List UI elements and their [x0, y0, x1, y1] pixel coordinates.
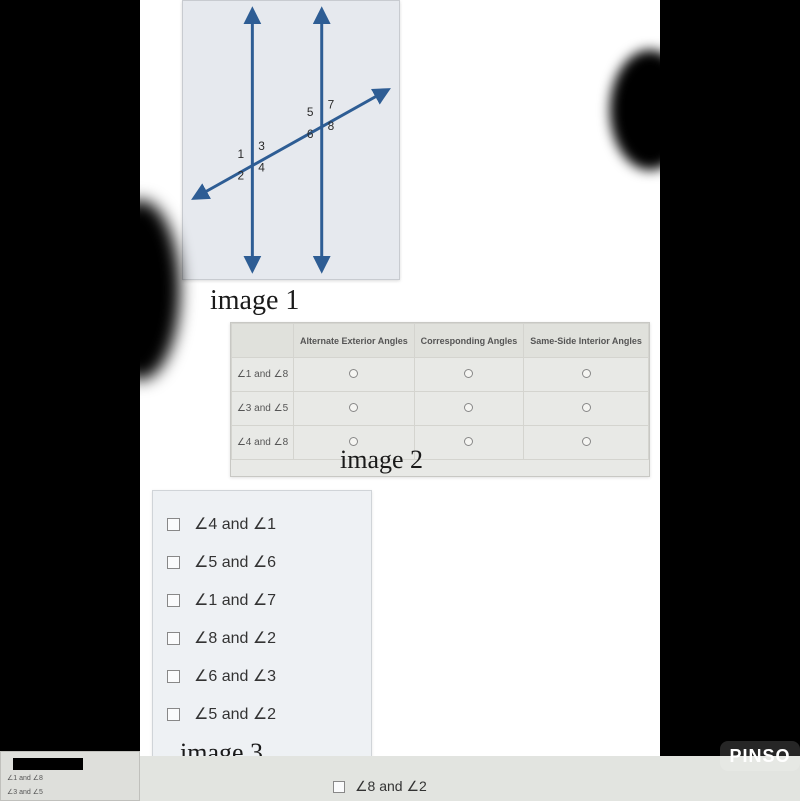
checkbox-icon[interactable] — [167, 556, 180, 569]
table-row: ∠3 and ∠5 — [232, 392, 649, 426]
image-1-caption: image 1 — [210, 285, 299, 317]
angle-2-label: 2 — [237, 169, 244, 183]
row-label: ∠4 and ∠8 — [232, 426, 294, 460]
angle-classification-table: Alternate Exterior Angles Corresponding … — [231, 323, 649, 460]
checkbox-icon[interactable] — [167, 594, 180, 607]
checkbox-list-image-3: ∠4 and ∠1 ∠5 and ∠6 ∠1 and ∠7 ∠8 and ∠2 … — [152, 490, 372, 775]
table-header-row: Alternate Exterior Angles Corresponding … — [232, 324, 649, 358]
radio-option[interactable] — [349, 403, 358, 412]
list-item[interactable]: ∠6 and ∠3 — [167, 666, 361, 686]
list-item[interactable]: ∠5 and ∠2 — [167, 704, 361, 724]
image-2-caption: image 2 — [340, 445, 423, 475]
fragment-row-1: ∠1 and ∠8 — [7, 774, 43, 782]
table-row: ∠4 and ∠8 — [232, 426, 649, 460]
list-item[interactable]: ∠1 and ∠7 — [167, 590, 361, 610]
checkbox-icon[interactable] — [167, 632, 180, 645]
black-border-right — [610, 50, 690, 170]
black-border-left — [100, 200, 180, 380]
checkbox-icon[interactable] — [333, 781, 345, 793]
watermark-badge: PINSO — [720, 741, 800, 771]
angle-5-label: 5 — [307, 105, 314, 119]
angle-4-label: 4 — [258, 161, 265, 175]
angle-pair-label: ∠5 and ∠6 — [194, 552, 276, 572]
bottom-center-list-item[interactable]: ∠8 and ∠2 — [333, 778, 427, 795]
col-corresponding: Corresponding Angles — [414, 324, 523, 358]
angle-pair-label: ∠6 and ∠3 — [194, 666, 276, 686]
angle-pair-label: ∠4 and ∠1 — [194, 514, 276, 534]
radio-option[interactable] — [582, 369, 591, 378]
table-row: ∠1 and ∠8 — [232, 358, 649, 392]
list-item[interactable]: ∠8 and ∠2 — [167, 628, 361, 648]
list-item[interactable]: ∠4 and ∠1 — [167, 514, 361, 534]
angle-pair-label: ∠5 and ∠2 — [194, 704, 276, 724]
col-alt-exterior: Alternate Exterior Angles — [294, 324, 415, 358]
angle-8-label: 8 — [328, 119, 335, 133]
radio-option[interactable] — [464, 369, 473, 378]
row-label: ∠3 and ∠5 — [232, 392, 294, 426]
angle-pair-label: ∠8 and ∠2 — [194, 628, 276, 648]
table-image-2: Alternate Exterior Angles Corresponding … — [230, 322, 650, 477]
angle-pair-label: ∠1 and ∠7 — [194, 590, 276, 610]
white-page: 1 2 3 4 5 6 7 8 image 1 Alternate Exteri… — [140, 0, 660, 801]
list-item[interactable]: ∠5 and ∠6 — [167, 552, 361, 572]
checkbox-icon[interactable] — [167, 518, 180, 531]
angle-pair-label: ∠8 and ∠2 — [355, 778, 427, 795]
fragment-row-2: ∠3 and ∠5 — [7, 788, 43, 796]
radio-option[interactable] — [464, 437, 473, 446]
diagram-image-1: 1 2 3 4 5 6 7 8 — [182, 0, 400, 280]
angle-1-label: 1 — [237, 147, 244, 161]
bottom-left-fragment: ∠1 and ∠8 ∠3 and ∠5 — [0, 751, 140, 801]
col-same-side-interior: Same-Side Interior Angles — [524, 324, 649, 358]
parallel-lines-diagram: 1 2 3 4 5 6 7 8 — [183, 1, 399, 279]
angle-6-label: 6 — [307, 127, 314, 141]
row-label: ∠1 and ∠8 — [232, 358, 294, 392]
angle-3-label: 3 — [258, 139, 265, 153]
radio-option[interactable] — [582, 437, 591, 446]
radio-option[interactable] — [464, 403, 473, 412]
redaction-box — [13, 758, 83, 770]
col-blank — [232, 324, 294, 358]
radio-option[interactable] — [582, 403, 591, 412]
angle-7-label: 7 — [328, 97, 335, 111]
radio-option[interactable] — [349, 369, 358, 378]
checkbox-icon[interactable] — [167, 670, 180, 683]
checkbox-icon[interactable] — [167, 708, 180, 721]
